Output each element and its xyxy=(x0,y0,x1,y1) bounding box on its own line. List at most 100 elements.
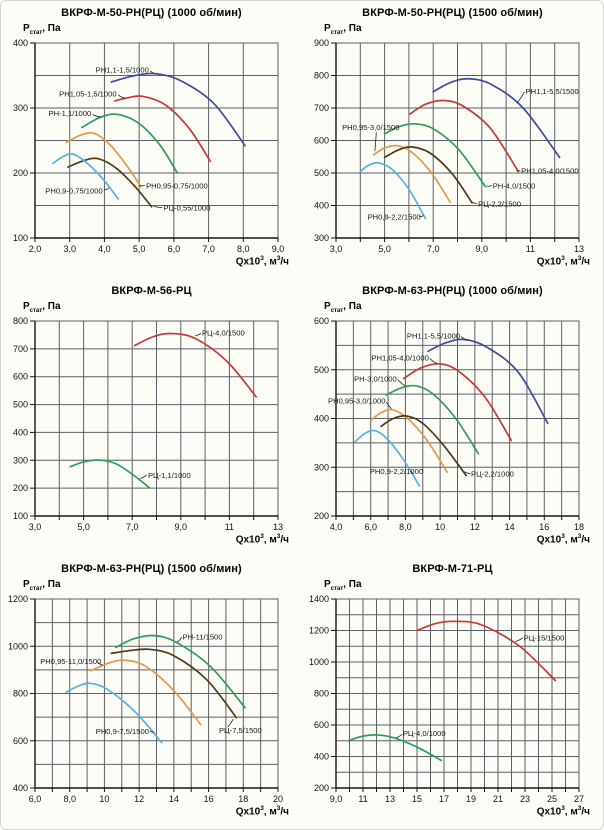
x-tick-label: 9,0 xyxy=(330,794,343,804)
y-axis-label-part: стат xyxy=(330,308,344,314)
series-label: РЦ-0,55/1000 xyxy=(163,203,210,212)
x-tick-label: 4,0 xyxy=(330,522,343,532)
x-tick-label: 7,0 xyxy=(126,522,139,532)
y-axis-label-part: Р xyxy=(324,301,331,312)
label-leader-line xyxy=(395,733,403,739)
x-tick-label: 3,0 xyxy=(29,522,42,532)
y-tick-label: 600 xyxy=(13,736,28,746)
y-tick-label: 1400 xyxy=(309,594,329,604)
x-tick-label: 18 xyxy=(238,794,248,804)
series-label: РН0,9-2,2/1000 xyxy=(370,467,423,476)
x-tick-label: 12 xyxy=(134,794,144,804)
grid-lines xyxy=(34,320,279,517)
y-axis-label-part: , Па xyxy=(42,301,61,312)
x-tick-label: 5,0 xyxy=(133,244,146,254)
x-axis-label-part: 3 xyxy=(561,255,565,262)
x-tick-label: 13 xyxy=(273,522,283,532)
x-axis-label-part: Qх10 xyxy=(235,534,261,546)
label-leader-line xyxy=(385,401,392,410)
y-tick-label: 1200 xyxy=(8,594,28,604)
y-axis-label-part: , Па xyxy=(343,23,362,34)
series-curve xyxy=(354,429,421,487)
series-label: РН-11/1500 xyxy=(183,632,223,641)
x-axis-label-part: /ч xyxy=(581,256,590,268)
series-curve xyxy=(409,99,520,173)
series-curve xyxy=(427,338,549,425)
x-axis-label-part: 3 xyxy=(260,533,264,540)
chart-title: ВКРФ-М-63-РН(РЦ) (1500 об/мин) xyxy=(61,563,242,575)
chart-vkrf-m-56-rc: ВКРФ-М-56-РЦ Рстат, Па Qх103, м3/ч 3,0 5,… xyxy=(1,279,302,557)
label-leader-line xyxy=(177,637,183,643)
x-axis-label-part: , м xyxy=(263,806,277,818)
series-curve xyxy=(114,634,246,709)
y-tick-label: 400 xyxy=(314,752,329,762)
y-axis-label-part: стат xyxy=(29,586,43,592)
chart-title: ВКРФ-М-63-РН(РЦ) (1000 об/мин) xyxy=(362,285,543,297)
x-tick-label: 6,0 xyxy=(29,794,42,804)
y-axis-label-part: , Па xyxy=(343,301,362,312)
grid-lines xyxy=(34,598,279,789)
x-tick-label: 9,0 xyxy=(175,522,188,532)
label-leader-line xyxy=(149,730,155,733)
grid-lines xyxy=(335,598,580,789)
y-tick-label: 400 xyxy=(13,427,28,437)
y-tick-label: 400 xyxy=(314,414,329,424)
label-leader-line xyxy=(140,474,148,479)
x-axis-label: Qх103, м3/ч xyxy=(537,805,590,817)
series-label: РЦ-7,5/1500 xyxy=(219,726,262,735)
series-curve xyxy=(416,620,557,682)
series-curve xyxy=(52,152,120,200)
x-axis-label-part: Qх10 xyxy=(536,534,562,546)
x-tick-label: 14 xyxy=(169,794,179,804)
y-tick-label: 600 xyxy=(13,372,28,382)
y-tick-label: 300 xyxy=(314,462,329,472)
x-tick-label: 11 xyxy=(358,794,367,804)
series-label: РН0,95-11,0/1500 xyxy=(40,657,101,666)
label-leader-line xyxy=(429,358,438,364)
x-tick-label: 21 xyxy=(493,794,503,804)
x-axis-label-part: 3 xyxy=(276,255,281,262)
label-leader-line xyxy=(515,637,524,642)
x-tick-label: 9,0 xyxy=(476,244,489,254)
y-axis-label-part: стат xyxy=(330,30,344,36)
label-leader-line xyxy=(516,170,521,172)
series-curve xyxy=(110,648,238,719)
label-leader-line xyxy=(409,470,414,474)
y-tick-label: 300 xyxy=(314,233,329,243)
x-axis-label-part: /ч xyxy=(280,534,289,546)
y-tick-label: 1000 xyxy=(309,657,329,667)
x-axis-label: Qх103, м3/ч xyxy=(236,533,289,545)
x-tick-label: 13 xyxy=(385,794,395,804)
x-tick-label: 20 xyxy=(273,794,283,804)
y-axis-label-part: Р xyxy=(23,23,30,34)
chart-vkrf-m-63-rn-rc-1500: ВКРФ-М-63-РН(РЦ) (1500 об/мин) Рстат, Па… xyxy=(1,557,302,829)
x-axis-label-part: Qх10 xyxy=(536,806,562,818)
chart-canvas: 2,0 3,0 4,0 5,0 6,0 7,0 8,0 9,0 100 200 300 400 РН1,… xyxy=(13,38,284,254)
label-leader-line xyxy=(139,184,145,187)
y-tick-label: 300 xyxy=(13,455,28,465)
label-leader-line xyxy=(153,205,163,208)
y-tick-label: 800 xyxy=(13,316,28,326)
label-leader-line xyxy=(460,336,469,341)
chart-canvas: 9,0 11 13 15 17 19 21 23 25 27 200 400 600 800 1000 120… xyxy=(309,594,584,804)
x-axis-label-part: Qх10 xyxy=(235,256,261,268)
x-tick-label: 16 xyxy=(539,522,549,532)
x-tick-label: 8,0 xyxy=(237,244,250,254)
series-label: РЦ-4,0/1500 xyxy=(202,329,245,338)
chart-canvas: 4,0 6,0 8,0 10 12 14 16 18 200 300 400 500 600 РН1,1-… xyxy=(314,316,584,532)
label-leader-line xyxy=(374,132,377,152)
series-label: РН0,9-2,2/1500 xyxy=(368,213,421,222)
y-tick-label: 800 xyxy=(314,689,329,699)
chart-canvas: 3,0 5,0 7,0 9,0 11 13 100 200 300 400 500 600 700 800… xyxy=(13,316,283,532)
y-axis-label-part: стат xyxy=(29,308,43,314)
series-curve xyxy=(347,734,443,762)
x-tick-label: 18 xyxy=(574,522,584,532)
x-tick-label: 27 xyxy=(574,794,584,804)
series-curve xyxy=(383,146,473,204)
x-tick-label: 25 xyxy=(547,794,557,804)
series-label: РН-4,0/1500 xyxy=(493,181,536,190)
x-axis-label-part: Qх10 xyxy=(235,806,261,818)
series-label: РЦ-15/1500 xyxy=(524,633,565,642)
x-axis-label-part: Qх10 xyxy=(536,256,562,268)
x-axis-label-part: 3 xyxy=(577,805,582,812)
